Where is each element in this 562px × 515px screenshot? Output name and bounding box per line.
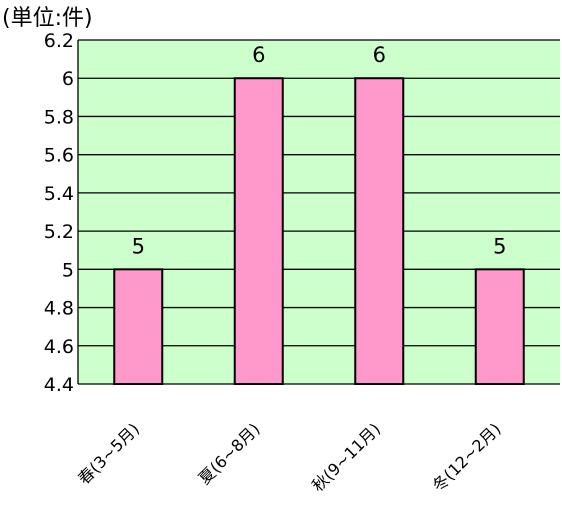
x-tick-label: 秋(9~11月): [308, 419, 384, 495]
bar: [113, 268, 164, 386]
bar: [354, 77, 405, 385]
unit-label: (単位:件): [2, 6, 93, 31]
data-label: 6: [252, 43, 265, 67]
y-tick-label: 5.2: [44, 221, 74, 243]
y-tick-label: 5: [62, 259, 74, 281]
y-tick-label: 4.8: [44, 298, 74, 320]
data-label: 5: [132, 234, 145, 258]
y-tick-label: 4.6: [44, 336, 74, 358]
y-axis-ticks: 6.2 6 5.8 5.6 5.4 5.2 5 4.8 4.6 4.4: [44, 30, 74, 396]
x-tick-label: 春(3~5月): [74, 419, 143, 488]
bar: [233, 77, 284, 385]
x-axis-ticks: 春(3~5月) 夏(6~8月) 秋(9~11月) 冬(12~2月): [74, 419, 504, 495]
y-tick-label: 5.8: [44, 106, 74, 128]
y-tick-label: 6: [62, 68, 74, 90]
x-tick-label: 夏(6~8月): [195, 419, 264, 488]
y-tick-label: 4.4: [44, 374, 74, 396]
data-label: 6: [373, 43, 386, 67]
y-tick-label: 5.6: [44, 145, 74, 167]
data-labels: 5 6 6 5: [132, 43, 507, 258]
bar: [474, 268, 525, 386]
bars: [113, 77, 525, 386]
data-label: 5: [493, 234, 506, 258]
x-tick-label: 冬(12~2月): [429, 419, 505, 495]
y-tick-label: 6.2: [44, 30, 74, 52]
y-tick-label: 5.4: [44, 183, 74, 205]
